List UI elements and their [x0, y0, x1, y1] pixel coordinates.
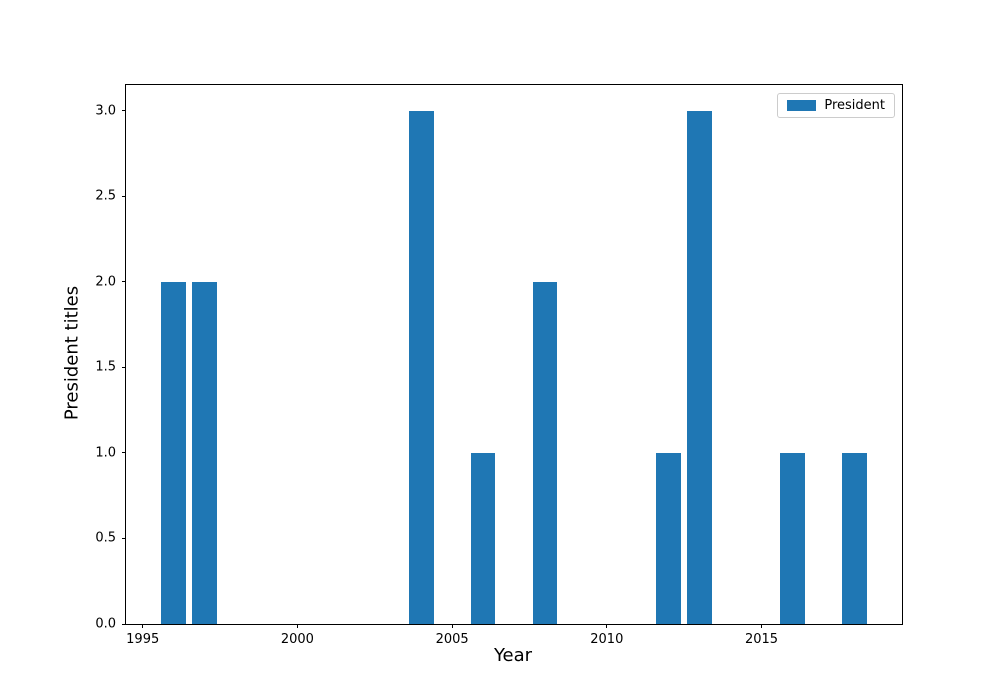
- y-tick-mark: [122, 195, 126, 197]
- y-tick-label: 1.0: [95, 445, 116, 461]
- x-tick-mark: [296, 624, 298, 628]
- y-tick-label: 0.5: [95, 530, 116, 546]
- bar-1996: [161, 281, 187, 624]
- y-axis-label: President titles: [61, 285, 83, 421]
- y-tick-mark: [122, 110, 126, 112]
- bar-2012: [656, 452, 682, 624]
- bar-2004: [408, 110, 434, 624]
- bar-2016: [780, 452, 805, 624]
- y-tick-mark: [122, 623, 126, 625]
- y-tick-mark: [122, 452, 126, 454]
- x-axis-label: Year: [493, 645, 533, 666]
- bar-2008: [532, 281, 558, 624]
- x-tick-mark: [761, 624, 763, 628]
- x-tick-mark: [606, 624, 608, 628]
- x-tick-label: 2010: [590, 632, 624, 647]
- y-tick-label: 2.5: [95, 188, 116, 204]
- y-tick-mark: [122, 281, 126, 283]
- y-tick-mark: [122, 366, 126, 368]
- plot-area: 1995 2000 2005 2010 2015 0.0 0.5 1.0 1.5 2.0 2.5 3…: [95, 84, 903, 647]
- x-tick-label: 2015: [744, 632, 779, 647]
- bar-1997: [192, 281, 217, 624]
- y-tick-label: 2.0: [95, 274, 116, 290]
- legend: President: [777, 93, 895, 118]
- x-tick-label: 2000: [280, 632, 314, 647]
- y-tick-label: 3.0: [95, 103, 116, 119]
- legend-swatch: [787, 100, 817, 111]
- x-tick-mark: [451, 624, 453, 628]
- x-tick-label: 2005: [435, 632, 469, 647]
- bar-2006: [470, 452, 496, 624]
- legend-label: President: [824, 98, 885, 113]
- bar-2013: [687, 110, 713, 624]
- x-tick-mark: [142, 624, 144, 628]
- y-tick-label: 1.5: [95, 359, 116, 375]
- y-tick-mark: [122, 537, 126, 539]
- x-tick-label: 1995: [126, 632, 160, 647]
- y-tick-label: 0.0: [95, 616, 116, 632]
- bar-2018: [841, 452, 867, 624]
